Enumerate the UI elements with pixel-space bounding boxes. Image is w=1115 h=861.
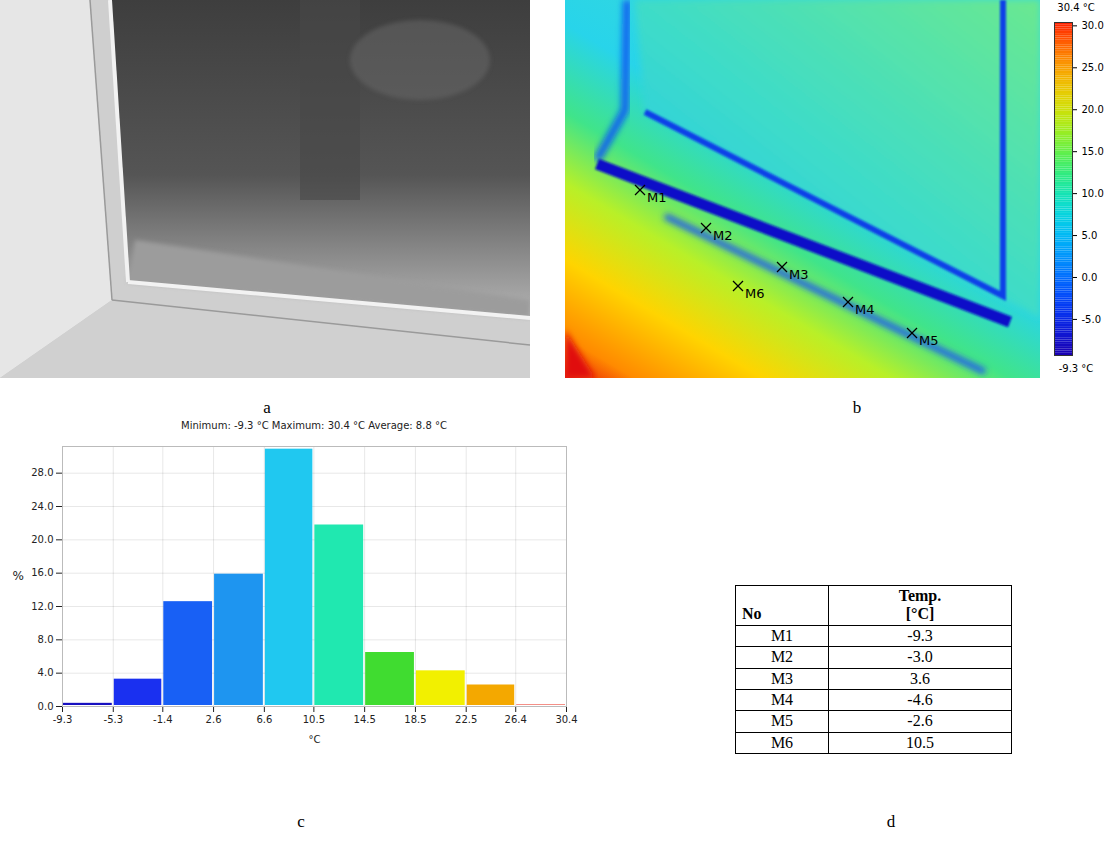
svg-text:2.6: 2.6 [206,714,222,725]
svg-text:30.0: 30.0 [1082,20,1104,31]
svg-text:M2: M2 [713,228,733,243]
html-text:M1: M1 [770,626,794,644]
svg-text:26.4: 26.4 [505,714,527,725]
svg-text:28.0: 28.0 [31,467,53,478]
html-text:-4.6: -4.6 [907,691,933,708]
svg-text:22.5: 22.5 [455,714,477,725]
html-text:a: a [263,398,271,417]
svg-text:M6: M6 [745,286,765,301]
svg-text:20.0: 20.0 [1082,104,1104,115]
svg-text:12.0: 12.0 [31,601,53,612]
svg-text:-1.4: -1.4 [153,714,173,725]
html-text:3.6: 3.6 [910,669,930,687]
html-text:Minimum: -9.3 °C Maximum: 30.4: Minimum: -9.3 °C Maximum: 30.4 °C Averag… [181,420,447,431]
svg-text:-5.0: -5.0 [1082,314,1102,325]
svg-text:M4: M4 [855,302,875,317]
html-text:30.4 °C: 30.4 °C [1057,2,1095,13]
html-text:-9.3: -9.3 [907,626,933,644]
html-text:M2: M2 [770,648,794,666]
svg-text:24.0: 24.0 [31,501,53,512]
svg-text:10.0: 10.0 [1082,188,1104,199]
svg-text:8.0: 8.0 [38,634,54,645]
svg-text:M5: M5 [919,333,939,348]
svg-text:-5.3: -5.3 [104,714,124,725]
html-text:10.5: 10.5 [906,733,934,751]
html-text:M5: M5 [770,712,794,730]
svg-text:18.5: 18.5 [404,714,426,725]
svg-text:20.0: 20.0 [31,534,53,545]
svg-text:25.0: 25.0 [1082,62,1104,73]
html-text:M4: M4 [770,691,794,708]
svg-text:30.4: 30.4 [555,714,577,725]
svg-text:M3: M3 [789,267,809,282]
svg-text:°C: °C [309,734,321,745]
svg-text:4.0: 4.0 [38,667,54,678]
svg-text:-9.3: -9.3 [53,714,73,725]
svg-text:%: % [13,569,24,583]
html-text:d: d [886,812,896,831]
html-text:No: No [742,605,762,623]
html-text:-9.3 °C: -9.3 °C [1058,363,1094,374]
svg-text:0.0: 0.0 [38,701,54,712]
svg-text:M1: M1 [647,190,667,205]
html-text:c: c [297,812,305,831]
html-text:b: b [852,398,862,417]
html-text:M6: M6 [770,733,794,751]
svg-text:16.0: 16.0 [31,567,53,578]
svg-text:5.0: 5.0 [1082,230,1098,241]
svg-text:14.5: 14.5 [354,714,376,725]
svg-text:10.5: 10.5 [303,714,325,725]
svg-text:15.0: 15.0 [1082,146,1104,157]
svg-text:0.0: 0.0 [1082,272,1098,283]
svg-text:6.6: 6.6 [256,714,272,725]
html-text:-2.6: -2.6 [907,712,933,730]
html-text:-3.0: -3.0 [907,648,933,666]
html-text:M3: M3 [770,669,794,687]
html-text:Temp. [°C]: Temp. [°C] [898,587,942,623]
